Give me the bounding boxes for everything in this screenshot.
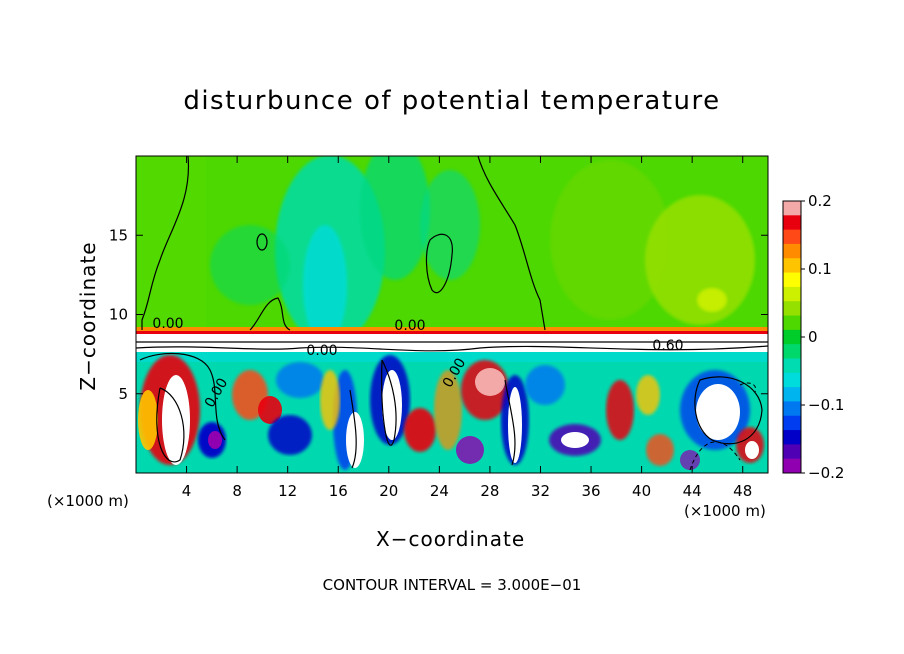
contour-label: 0.60 — [652, 338, 683, 354]
colorbar-tick-label: 0.2 — [808, 192, 832, 210]
colorbar-swatch — [783, 229, 801, 245]
contour-label: 0.00 — [152, 316, 183, 332]
x-tick-label: 20 — [379, 482, 398, 500]
colorbar-swatch — [783, 215, 801, 231]
colorbar-swatch — [783, 444, 801, 460]
y-axis: 5 10 15 — [109, 226, 768, 403]
colorbar-swatch — [783, 458, 801, 474]
x-axis-label: X−coordinate — [376, 527, 526, 551]
colorbar-swatch — [783, 401, 801, 417]
colorbar-tick-label: −0.2 — [808, 464, 844, 482]
x-tick-label: 36 — [581, 482, 600, 500]
colorbar-swatch — [783, 272, 801, 288]
y-tick-label: 5 — [118, 385, 128, 403]
x-tick-label: 12 — [278, 482, 297, 500]
colorbar-tick-label: −0.1 — [808, 396, 844, 414]
x-tick-label: 8 — [232, 482, 242, 500]
x-tick-label: 28 — [480, 482, 499, 500]
y-axis-label: Z−coordinate — [76, 241, 100, 391]
colorbar-swatch — [783, 286, 801, 302]
colorbar-swatch — [783, 201, 801, 216]
colorbar-tick-label: 0 — [808, 328, 818, 346]
colorbar-swatch — [783, 301, 801, 317]
x-tick-label: 32 — [531, 482, 550, 500]
colorbar-swatch — [783, 344, 801, 359]
colorbar-swatch — [783, 243, 801, 259]
colorbar-swatch — [783, 372, 801, 388]
x-tick-label: 4 — [182, 482, 192, 500]
colorbar-swatch — [783, 329, 801, 345]
y-tick-label: 15 — [109, 226, 128, 244]
y-tick-label: 10 — [109, 306, 128, 324]
colorbar: 0.2 0.1 0 −0.1 −0.2 — [782, 192, 844, 482]
colorbar-swatch — [783, 315, 801, 331]
x-unit-label-left: (×1000 m) — [47, 492, 129, 510]
x-axis: 4 8 12 16 20 24 28 32 36 40 44 48 — [182, 156, 752, 500]
contour-interval-note: CONTOUR INTERVAL = 3.000E−01 — [322, 576, 582, 594]
x-tick-label: 40 — [632, 482, 651, 500]
x-tick-label: 24 — [430, 482, 449, 500]
x-tick-label: 48 — [733, 482, 752, 500]
colorbar-swatch — [783, 358, 801, 374]
colorbar-swatch — [783, 387, 801, 402]
chart-title: disturbunce of potential temperature — [183, 86, 721, 116]
potential-temperature-field — [136, 156, 768, 473]
contour-label: 0.00 — [306, 343, 337, 359]
colorbar-tick-label: 0.1 — [808, 260, 832, 278]
x-tick-label: 44 — [683, 482, 702, 500]
x-tick-label: 16 — [329, 482, 348, 500]
contour-label: 0.00 — [394, 318, 425, 334]
colorbar-swatch — [783, 430, 801, 445]
colorbar-swatch — [783, 415, 801, 431]
colorbar-swatch — [783, 258, 801, 274]
x-unit-label-right: (×1000 m) — [684, 502, 766, 520]
